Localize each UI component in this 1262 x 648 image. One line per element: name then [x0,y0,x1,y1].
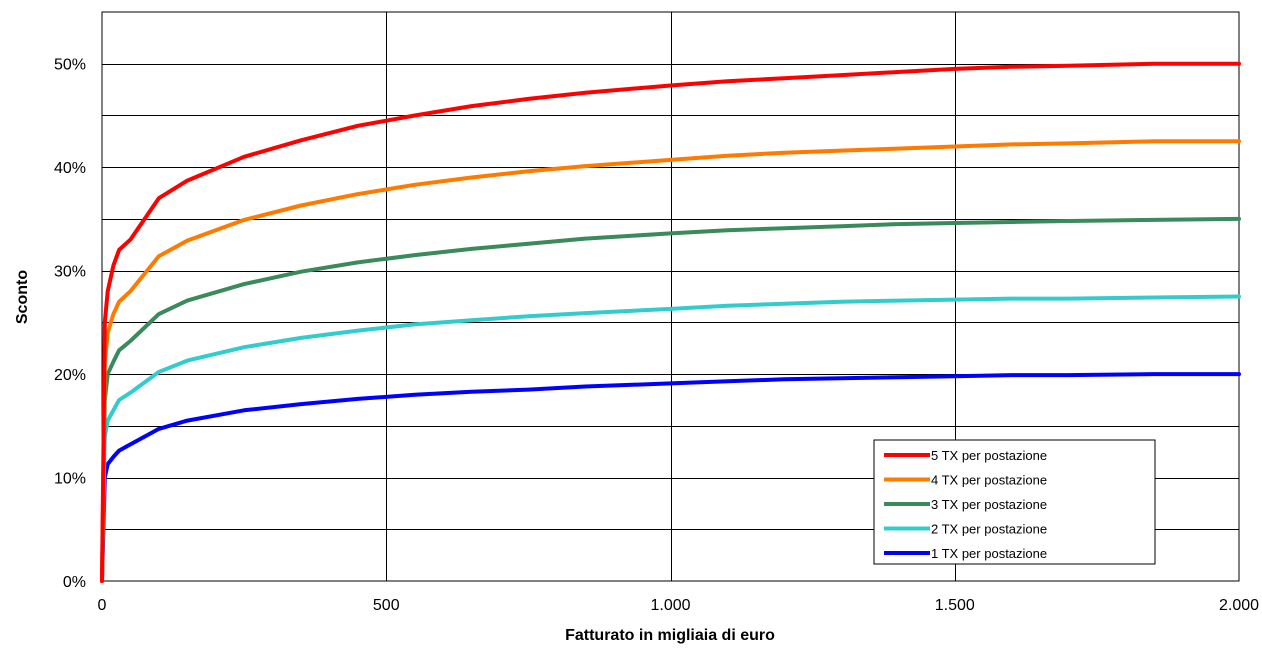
x-axis-title: Fatturato in migliaia di euro [565,627,775,644]
y-tick-label: 40% [54,160,86,177]
x-tick-label: 500 [373,597,400,614]
x-tick-label: 2.000 [1219,597,1259,614]
y-tick-label: 50% [54,57,86,74]
series-line [100,216,1241,583]
legend-items: 5 TX per postazione 4 TX per postazione 3 … [884,448,1047,561]
y-tick-label: 10% [54,471,86,488]
y-tick-label: 0% [63,574,86,591]
y-tick-label: 20% [54,367,86,384]
series-line [100,372,1241,583]
series-line [100,294,1241,583]
x-tick-label: 0 [98,597,107,614]
x-tick-label: 1.500 [935,597,975,614]
tick-labels: 0% 10% 20% 30% 40% 50% 0 500 1.000 1.500 2.000 [54,57,1259,614]
legend-label: 1 TX per postazione [931,546,1047,561]
series-line [100,139,1241,583]
legend-label: 2 TX per postazione [931,522,1047,537]
legend-label: 4 TX per postazione [931,473,1047,488]
legend-label: 3 TX per postazione [931,497,1047,512]
legend-label: 5 TX per postazione [931,448,1047,463]
y-axis-title: Sconto [14,270,31,324]
series-layer [100,61,1241,583]
legend: 5 TX per postazione 4 TX per postazione 3 … [873,439,1156,565]
series-line [100,61,1241,583]
y-tick-label: 30% [54,264,86,281]
x-tick-label: 1.000 [650,597,690,614]
